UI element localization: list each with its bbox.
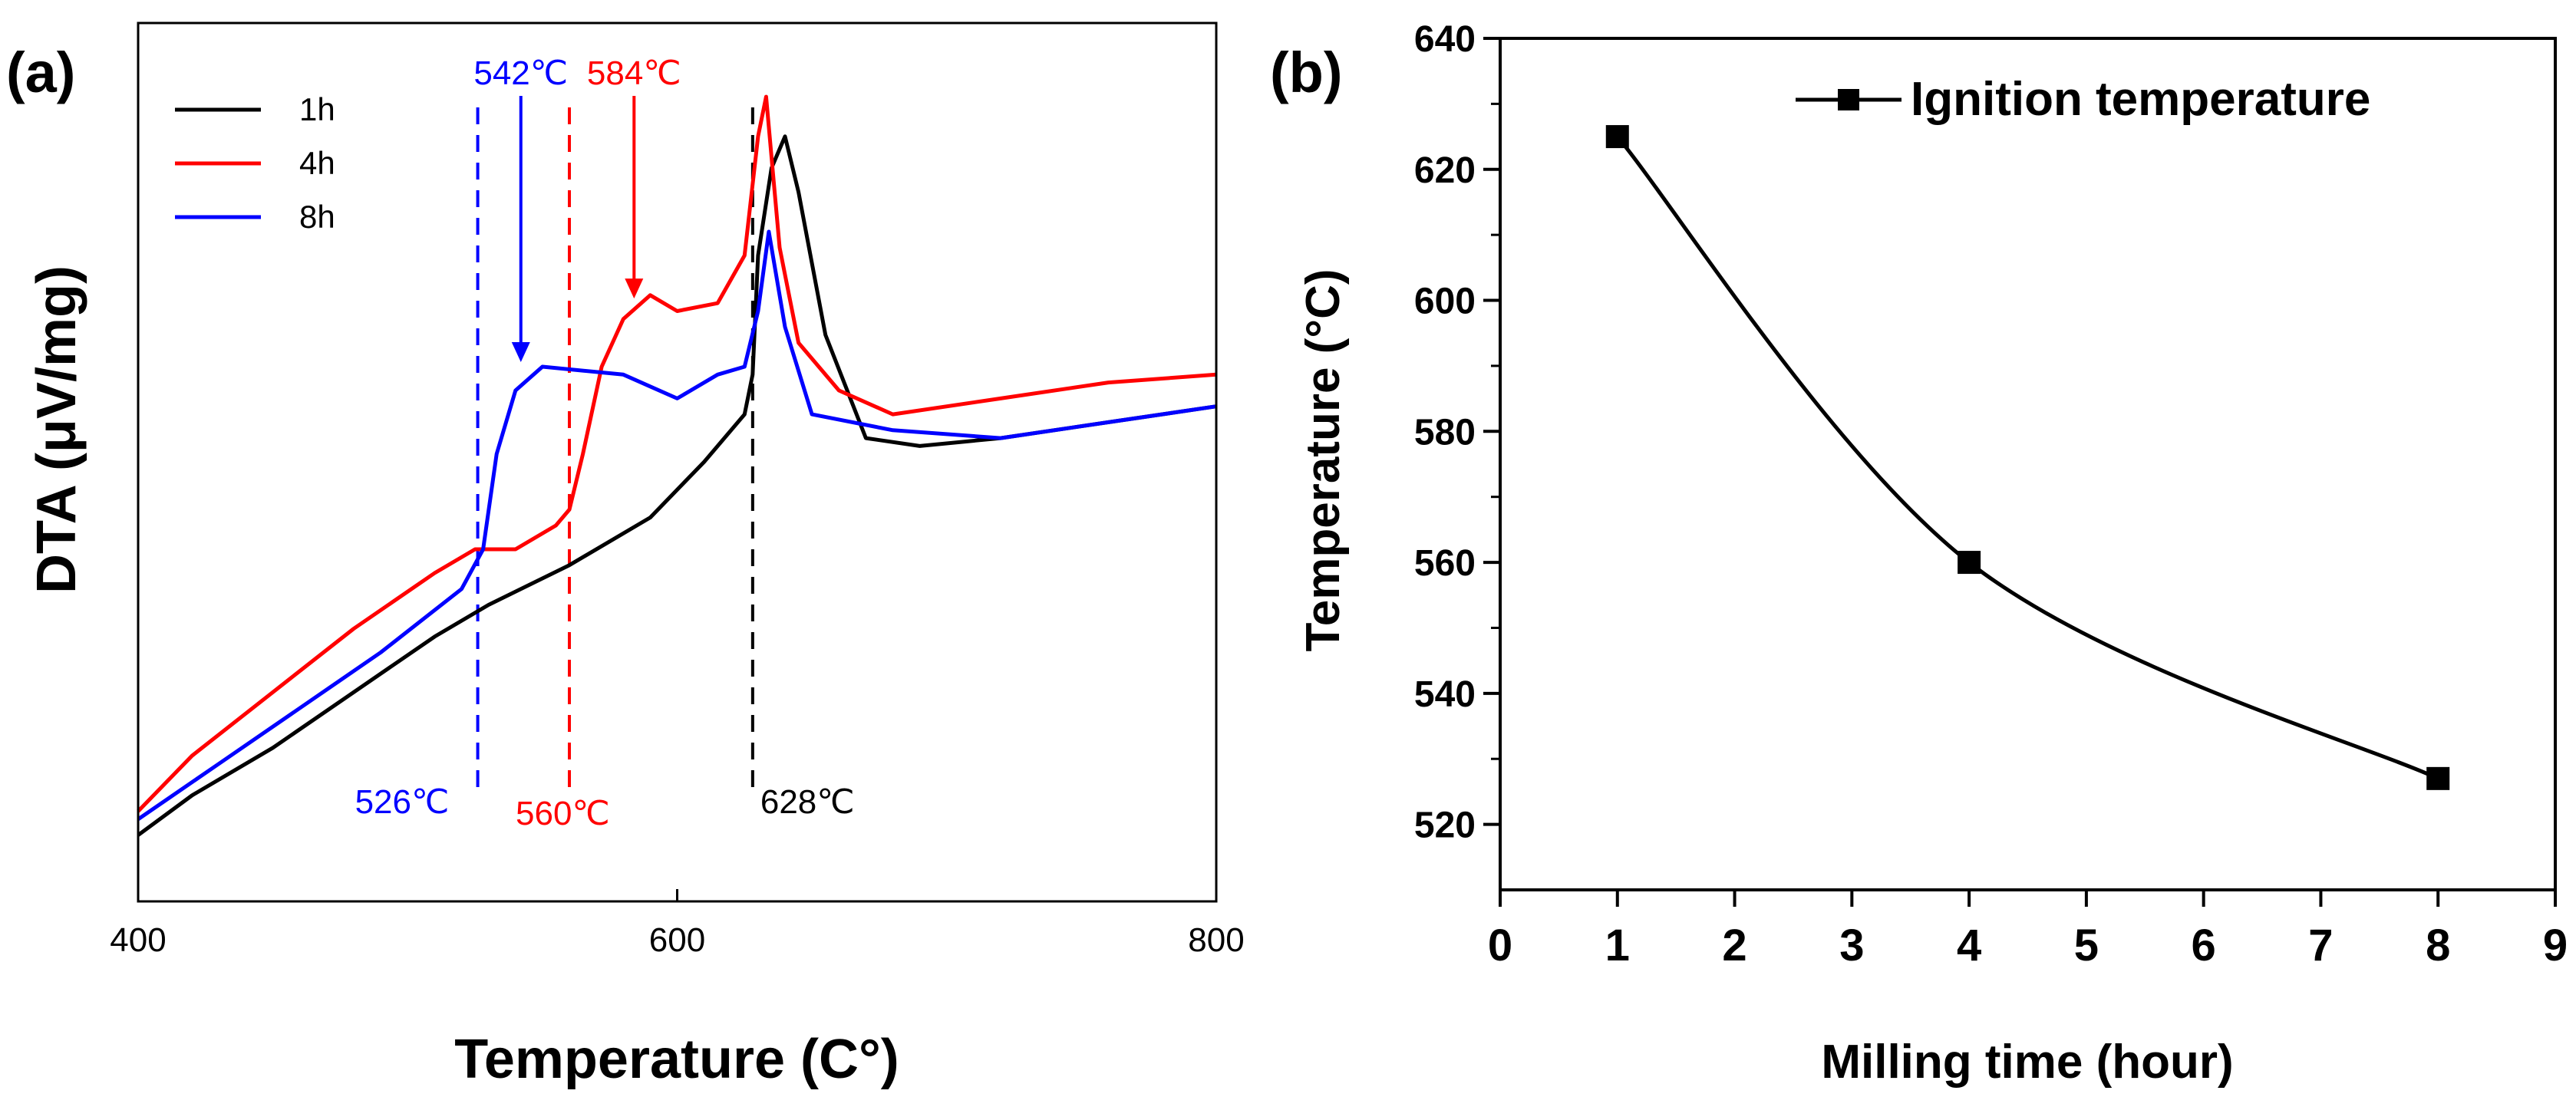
- series-ignition-line: [1615, 135, 2439, 781]
- legend-8h-label: 8h: [299, 199, 335, 235]
- vline-label-526: 526℃: [355, 783, 450, 821]
- legend-ignition-marker: [1838, 89, 1859, 110]
- panel-a-legend: 1h 4h 8h: [175, 91, 335, 235]
- b-xtick-label-6: 6: [2192, 921, 2216, 970]
- b-ytick-label-620: 620: [1414, 150, 1476, 191]
- a-xtick-label-800: 800: [1188, 921, 1244, 959]
- vline-label-628: 628℃: [760, 783, 855, 821]
- series-8h-line: [137, 229, 1217, 821]
- b-xtick-label-1: 1: [1605, 921, 1630, 970]
- ignition-point-1h: [1605, 125, 1629, 149]
- b-ytick-label-540: 540: [1414, 674, 1476, 715]
- panel-b-y-axis-title: Temperature (°C): [1297, 268, 1350, 651]
- arrow-label-584: 584℃: [587, 54, 681, 92]
- b-xtick-label-5: 5: [2074, 921, 2099, 970]
- legend-4h-label: 4h: [299, 145, 335, 181]
- b-xtick-label-9: 9: [2543, 921, 2568, 970]
- arrow-542-head: [511, 341, 530, 362]
- panel-a-label: (a): [6, 41, 75, 104]
- b-ytick-label-560: 560: [1414, 543, 1476, 584]
- panel-a-y-axis-title: DTA (μV/mg): [26, 265, 87, 594]
- series-4h-line: [137, 94, 1217, 813]
- panel-b-x-axis-title: Milling time (hour): [1821, 1036, 2233, 1089]
- legend-1h-label: 1h: [299, 91, 335, 127]
- ignition-point-4h: [1958, 551, 1981, 575]
- ignition-point-8h: [2426, 766, 2450, 790]
- panel-a-dta-chart: (a) 526℃ 560℃ 628℃ 542℃ 584℃ 400 600 800 1h 4…: [6, 21, 1245, 1090]
- arrow-584-head: [625, 278, 644, 299]
- b-xtick-label-4: 4: [1957, 921, 1981, 970]
- b-ytick-label-600: 600: [1414, 282, 1476, 322]
- panel-b-plot-frame: [1499, 37, 2557, 891]
- arrow-label-542: 542℃: [473, 54, 568, 92]
- b-ytick-label-520: 520: [1414, 805, 1476, 846]
- b-xtick-label-7: 7: [2308, 921, 2333, 970]
- b-xtick-label-8: 8: [2426, 921, 2450, 970]
- b-ytick-label-640: 640: [1414, 19, 1476, 60]
- legend-ignition-label: Ignition temperature: [1911, 73, 2370, 126]
- a-xtick-label-600: 600: [649, 921, 705, 959]
- panel-b-legend: Ignition temperature: [1796, 73, 2370, 126]
- b-xtick-label-2: 2: [1722, 921, 1746, 970]
- series-1h-line: [137, 134, 1217, 837]
- a-xtick-label-400: 400: [110, 921, 166, 959]
- b-ytick-label-580: 580: [1414, 412, 1476, 453]
- panel-b-ignition-chart: (b) 0 1 2 3 4 5 6 7 8 9 520 540 560 580 600 620 640 Ign…: [1270, 19, 2568, 1089]
- panel-b-label: (b): [1270, 41, 1343, 104]
- b-xtick-label-0: 0: [1488, 921, 1512, 970]
- vline-label-560: 560℃: [516, 795, 610, 832]
- panel-a-x-axis-title: Temperature (C°): [454, 1029, 899, 1090]
- b-xtick-label-3: 3: [1839, 921, 1864, 970]
